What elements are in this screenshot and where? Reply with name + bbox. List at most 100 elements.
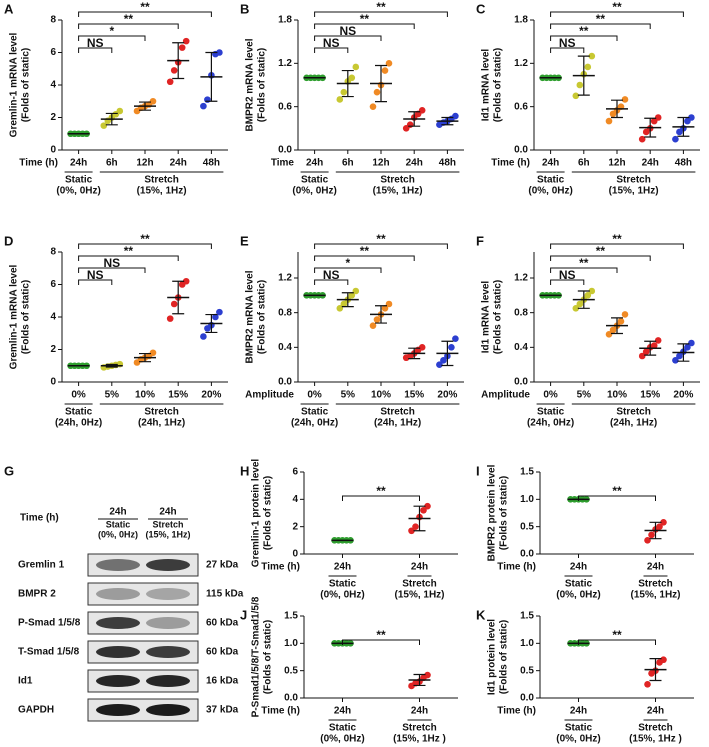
group-condition: (0%, 0Hz) — [556, 734, 600, 745]
y-axis-label: BMPR2 mRNA level — [245, 38, 256, 131]
group-name: Stretch — [402, 723, 436, 734]
data-point — [336, 305, 344, 312]
sd-whisker — [172, 280, 185, 315]
data-point — [418, 106, 426, 114]
data-point — [660, 518, 667, 526]
y-tick-label: 4 — [292, 494, 298, 505]
y-tick-label: 0.5 — [520, 665, 534, 676]
data-point — [348, 292, 356, 299]
y-tick-label: 0 — [292, 549, 298, 560]
y-tick-label: 1.8 — [278, 15, 292, 26]
data-point — [100, 122, 108, 129]
y-tick-label: 6 — [50, 279, 56, 290]
panel-letter: D — [4, 233, 13, 248]
y-tick-label: 6 — [292, 467, 298, 478]
data-point — [412, 523, 419, 530]
y-tick-label: 0.0 — [278, 377, 292, 388]
data-point — [452, 335, 459, 342]
y-axis-label: Gremlin-1 mRNA level — [9, 32, 20, 137]
x-tick-label: 0% — [307, 390, 322, 401]
y-axis-label: (Folds of static) — [499, 476, 510, 550]
data-point — [648, 531, 655, 539]
significance-label: ** — [612, 0, 622, 14]
significance-bracket — [314, 255, 415, 261]
molecular-weight: 16 kDa — [206, 676, 239, 687]
data-point — [212, 313, 219, 321]
group-condition: (15%, 1Hz ) — [629, 734, 682, 745]
significance-label: NS — [323, 268, 340, 282]
significance-bracket — [550, 11, 684, 17]
significance-label: ** — [124, 244, 134, 258]
y-axis-label: Id1 mRNA level — [481, 281, 492, 354]
group-condition: (0%, 0Hz) — [528, 186, 572, 197]
y-tick-label: 0.4 — [278, 342, 292, 353]
y-tick-label: 0.5 — [520, 521, 534, 532]
y-tick-label: 0.0 — [278, 145, 292, 156]
x-axis-title: Amplitude — [481, 390, 530, 401]
y-tick-label: 8 — [50, 247, 56, 258]
data-point — [654, 337, 662, 344]
group-name: Static — [565, 579, 593, 590]
sd-whisker — [413, 505, 426, 532]
x-axis-title: Time (h) — [19, 158, 58, 169]
y-axis-label: Id1 protein level — [487, 619, 498, 695]
group-name: Static — [329, 723, 357, 734]
y-axis-label: (Folds of static) — [257, 280, 268, 354]
group-name: Stretch — [402, 579, 436, 590]
blot-band — [146, 675, 190, 687]
sd-whisker — [441, 340, 454, 367]
data-point — [448, 344, 455, 351]
data-point — [369, 103, 377, 110]
data-point — [644, 681, 651, 688]
blot-band — [96, 646, 140, 658]
sd-whisker — [677, 116, 690, 137]
data-point — [605, 331, 613, 338]
panel-letter: J — [240, 607, 247, 622]
data-point — [418, 344, 426, 351]
x-axis-title: Time (h) — [491, 158, 530, 169]
group-name: Static — [537, 407, 565, 418]
significance-bracket — [314, 267, 382, 273]
y-tick-label: 4 — [50, 80, 56, 91]
panel-letter: G — [4, 463, 14, 478]
y-axis-label: (Folds of static) — [263, 476, 274, 550]
x-tick-label: 24h — [334, 562, 351, 573]
group-condition: (24h, 0Hz) — [527, 418, 574, 429]
group-condition: (15%, 1Hz) — [630, 590, 680, 601]
data-point — [166, 78, 174, 86]
y-tick-label: 1.2 — [278, 273, 292, 284]
lane-name: Stretch — [152, 519, 183, 529]
x-axis-title: Time (h) — [497, 706, 536, 717]
data-point — [672, 135, 679, 143]
blot-band — [96, 675, 140, 687]
data-point — [584, 63, 592, 71]
data-point — [621, 311, 629, 318]
significance-bracket — [550, 35, 618, 41]
group-condition: (0%, 0Hz) — [556, 590, 600, 601]
group-condition: (0%, 0Hz) — [292, 186, 336, 197]
blot-band — [146, 704, 190, 716]
significance-bracket — [78, 47, 113, 53]
y-tick-label: 0.4 — [514, 342, 528, 353]
significance-bracket — [550, 255, 651, 261]
significance-bracket — [314, 35, 382, 41]
significance-label: * — [345, 256, 350, 270]
sd-whisker — [375, 64, 387, 103]
lane-condition: (15%, 1Hz) — [145, 529, 190, 539]
group-name: Stretch — [616, 175, 650, 186]
y-tick-label: 2 — [50, 344, 56, 355]
y-axis-label: BMPR2 protein level — [487, 464, 498, 561]
data-point — [660, 656, 667, 664]
sd-whisker — [375, 305, 387, 324]
x-tick-label: 48h — [439, 158, 456, 169]
x-tick-label: 24h — [647, 706, 664, 717]
y-tick-label: 1.8 — [514, 15, 528, 26]
group-condition: (15%, 1Hz) — [394, 590, 444, 601]
significance-bracket — [578, 639, 656, 645]
data-point — [572, 305, 580, 312]
data-point — [654, 114, 662, 121]
significance-bracket — [342, 495, 420, 501]
data-point — [149, 349, 157, 357]
blot-band — [96, 617, 140, 629]
significance-label: ** — [612, 628, 622, 642]
